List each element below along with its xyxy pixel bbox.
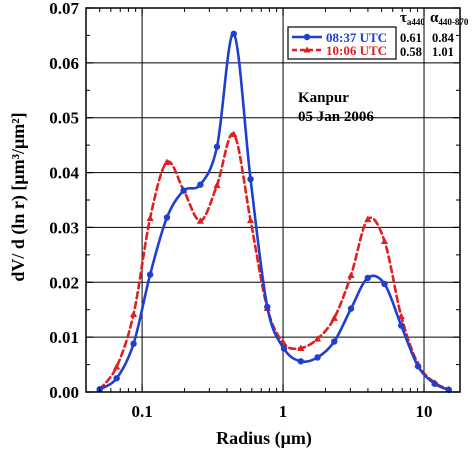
x-axis-label: Radius (μm): [216, 428, 312, 449]
y-tick-label: 0.05: [49, 109, 79, 128]
alpha-header: α440-870: [430, 10, 469, 27]
data-point-series-1: [314, 354, 321, 361]
alpha-value-series-2: 1.01: [432, 45, 454, 59]
alpha-value-series-1: 0.84: [432, 31, 455, 45]
data-point-series-1: [163, 214, 171, 221]
y-tick-label: 0.07: [49, 0, 79, 18]
y-tick-label: 0.01: [49, 328, 79, 347]
series-2: [96, 130, 453, 393]
data-point-series-1: [130, 340, 137, 347]
series-line-1: [98, 32, 451, 392]
data-point-series-2: [330, 314, 338, 321]
data-point-series-1: [213, 143, 221, 150]
data-point-series-2: [364, 215, 372, 223]
data-point-series-2: [347, 271, 355, 279]
data-point-series-2: [246, 216, 255, 224]
data-point-series-1: [297, 358, 304, 365]
legend-label-series-2: 10:06 UTC: [326, 43, 387, 58]
tau-value-series-1: 0.61: [400, 31, 422, 45]
data-point-series-1: [381, 280, 388, 288]
data-point-series-1: [331, 338, 338, 345]
tau-header: τa440: [400, 10, 425, 27]
data-point-series-1: [180, 187, 187, 194]
y-tick-label: 0.06: [49, 54, 79, 73]
y-axis-label: dV/ d (ln r) [μm³/μm²]: [8, 112, 29, 281]
data-point-series-2: [163, 158, 171, 166]
data-point-series-1: [113, 375, 120, 382]
data-point-series-1: [347, 305, 355, 312]
data-point-series-2: [196, 217, 204, 224]
legend-label-series-1: 08:37 UTC: [326, 30, 387, 45]
data-point-series-1: [364, 274, 371, 282]
data-point-series-2: [297, 344, 305, 351]
data-point-series-2: [113, 363, 121, 370]
series-layer: [96, 30, 453, 394]
location-annotation: Kanpur 05 Jan 2006: [298, 90, 374, 125]
data-point-series-1: [264, 303, 271, 311]
y-tick-label: 0.04: [49, 164, 79, 183]
data-point-series-1: [414, 363, 422, 370]
tau-value-series-2: 0.58: [400, 45, 422, 59]
legend: 08:37 UTC 10:06 UTC: [287, 26, 397, 60]
annotation-date: 05 Jan 2006: [298, 109, 374, 125]
data-point-series-2: [146, 214, 154, 221]
data-point-series-2: [380, 237, 389, 245]
data-point-series-2: [213, 181, 221, 189]
data-point-series-1: [197, 181, 204, 188]
legend-marker-series-1: [303, 33, 311, 41]
series-line-2: [98, 132, 451, 391]
annotation-location: Kanpur: [298, 90, 349, 106]
data-point-series-1: [398, 322, 405, 329]
legend-entry-1: 08:37 UTC: [292, 30, 387, 45]
data-point-series-1: [230, 30, 237, 37]
y-tick-label: 0.03: [49, 218, 79, 237]
legend-entry-2: 10:06 UTC: [292, 43, 387, 58]
legend-marker-series-2: [303, 46, 311, 53]
optical-parameter-table: τa440 α440-870 0.61 0.84 0.58 1.01: [400, 10, 469, 59]
data-point-series-2: [313, 335, 322, 342]
series-1: [96, 30, 453, 394]
legend-box: [287, 26, 397, 60]
y-tick-label: 0.00: [49, 383, 79, 402]
y-tick-label: 0.02: [49, 273, 79, 292]
x-tick-label: 1: [279, 402, 288, 421]
data-point-series-2: [129, 310, 138, 317]
data-point-series-1: [247, 175, 254, 183]
data-point-series-2: [230, 130, 238, 138]
axis-ticks: 0.00 0.01 0.02 0.03 0.04 0.05 0.06 0.07 0.1 1 10: [49, 0, 460, 421]
x-tick-label: 10: [416, 402, 433, 421]
data-point-series-1: [280, 345, 288, 352]
x-tick-label: 0.1: [131, 402, 152, 421]
data-point-series-1: [146, 271, 154, 278]
data-point-series-1: [431, 380, 438, 387]
